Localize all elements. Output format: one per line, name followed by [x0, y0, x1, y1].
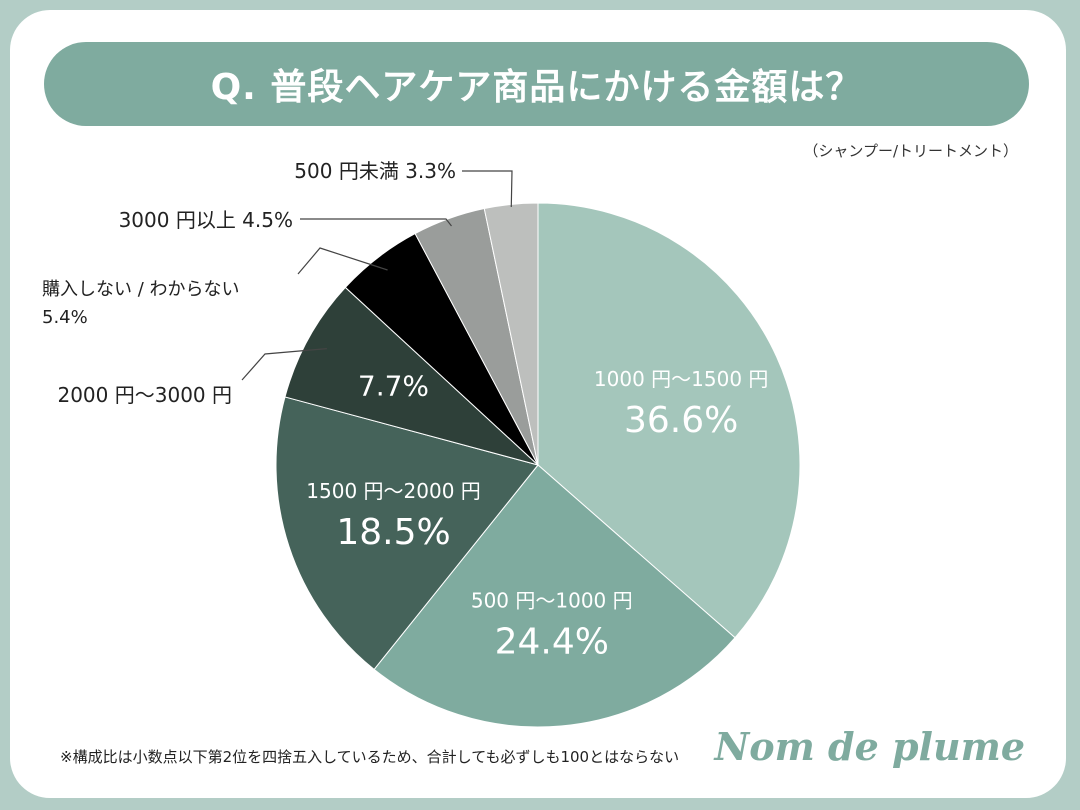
slice-value-label-3: 18.5%	[336, 512, 450, 553]
pie-slice-1	[537, 202, 801, 639]
slice-label-7: 500 円未満 3.3%	[294, 159, 456, 183]
slice-label-6: 3000 円以上 4.5%	[119, 208, 293, 232]
slice-value-label-4: 7.7%	[358, 369, 429, 402]
slice-value-label-5: 5.4%	[42, 307, 88, 328]
chart-title: Q. 普段ヘアケア商品にかける金額は？	[210, 67, 863, 108]
footnote: ※構成比は小数点以下第2位を四捨五入しているため、合計しても必ずしも100とはな…	[60, 748, 680, 766]
slice-labels: 1000 円〜1500 円 36.6% 500 円〜1000 円 24.4% 1500 …	[42, 159, 768, 663]
slice-value-label-2: 24.4%	[495, 622, 609, 663]
pie-slice-4	[284, 286, 539, 466]
pie-slice-3	[275, 396, 539, 671]
title-banner: Q. 普段ヘアケア商品にかける金額は？	[44, 42, 1029, 126]
leader-line-6	[300, 218, 452, 227]
leader-line-5	[297, 247, 388, 275]
slice-value-label-1: 36.6%	[624, 400, 738, 441]
slice-category-label-4: 2000 円〜3000 円	[57, 383, 232, 407]
brand-logo: Nom de plume	[714, 724, 1025, 769]
leader-lines	[241, 170, 513, 381]
pie-slice-2	[373, 464, 736, 728]
leader-line-7	[462, 170, 513, 208]
slice-category-label-5: 購入しない / わからない	[42, 279, 240, 300]
slice-category-label-1: 1000 円〜1500 円	[594, 367, 769, 391]
leader-line-4	[241, 348, 327, 381]
chart-subtitle: （シャンプー/トリートメント）	[803, 142, 1018, 160]
slice-category-label-2: 500 円〜1000 円	[471, 589, 633, 613]
pie-slices	[275, 202, 801, 728]
slice-category-label-3: 1500 円〜2000 円	[306, 479, 481, 503]
